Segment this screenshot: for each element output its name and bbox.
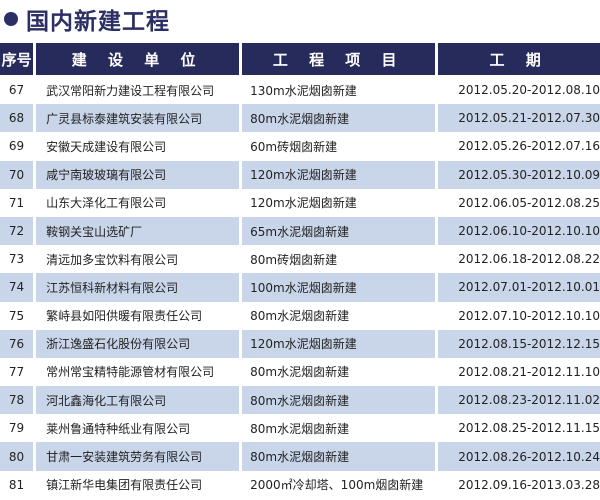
row-company: 甘肃一安装建筑劳务有限公司 xyxy=(36,442,240,471)
row-company: 清远加多宝饮料有限公司 xyxy=(46,252,179,267)
header-period: 工 期 xyxy=(438,43,600,76)
row-index: 77 xyxy=(8,364,25,379)
header-index: 序号 xyxy=(0,43,34,76)
table-row: 76 浙江逸盛石化股份有限公司 120m水泥烟囱新建 2012.08.15-2012.… xyxy=(0,329,600,358)
row-period: 2012.07.10-2012.10.10 xyxy=(458,308,600,323)
row-index: 78 xyxy=(0,386,34,415)
table-row: 70 咸宁南玻玻璃有限公司 120m水泥烟囱新建 2012.05.30-2012.10… xyxy=(0,160,600,189)
row-index: 79 xyxy=(8,421,25,436)
row-period: 2012.08.25-2012.11.15 xyxy=(458,421,600,436)
row-project: 65m水泥烟囱新建 xyxy=(242,216,436,246)
row-company: 河北鑫海化工有限公司 xyxy=(36,386,240,415)
row-index: 69 xyxy=(8,139,25,154)
row-period: 2012.05.30-2012.10.09 xyxy=(438,160,600,189)
table-row: 74 江苏恒科新材料有限公司 100m水泥烟囱新建 2012.07.01-2012.1… xyxy=(0,273,600,302)
row-company: 咸宁南玻玻璃有限公司 xyxy=(36,160,240,189)
row-project: 2000㎡冷却塔、100m烟囱新建 xyxy=(250,478,424,493)
row-project: 80m水泥烟囱新建 xyxy=(250,365,350,380)
row-period: 2012.05.21-2012.07.30 xyxy=(438,104,600,133)
table-row: 69 安徽天成建设有限公司 60m砖烟囱新建 2012.05.26-2012.07.1… xyxy=(0,132,600,160)
table-row: 80 甘肃一安装建筑劳务有限公司 80m水泥烟囱新建 2012.08.26-2012.… xyxy=(0,442,600,471)
title-text: 国内新建工程 xyxy=(26,9,170,35)
header-company: 建 设 单 位 xyxy=(36,43,240,76)
row-index: 73 xyxy=(8,252,25,267)
row-index: 67 xyxy=(8,83,25,98)
row-index: 81 xyxy=(8,477,25,492)
row-project: 130m水泥烟囱新建 xyxy=(250,83,357,98)
header-project: 工 程 项 目 xyxy=(242,43,436,76)
projects-table: 序号 建 设 单 位 工 程 项 目 工 期 67 武汉常阳新力建设工程有限公司 1… xyxy=(0,43,600,499)
row-period: 2012.06.18-2012.08.22 xyxy=(458,252,600,267)
table-row: 75 繁峙县如阳供暖有限责任公司 80m水泥烟囱新建 2012.07.10-2012.… xyxy=(0,302,600,330)
row-index: 74 xyxy=(0,273,34,302)
row-period: 2012.06.10-2012.10.10 xyxy=(438,216,600,246)
row-company: 浙江逸盛石化股份有限公司 xyxy=(36,329,240,358)
row-period: 2012.08.26-2012.10.24 xyxy=(438,442,600,471)
row-company: 江苏恒科新材料有限公司 xyxy=(36,273,240,302)
row-period: 2012.07.01-2012.10.01 xyxy=(438,273,600,302)
row-period: 2012.05.20-2012.08.10 xyxy=(458,83,600,98)
table-row: 79 莱州鲁通特种纸业有限公司 80m水泥烟囱新建 2012.08.25-2012.1… xyxy=(0,414,600,442)
row-period: 2012.08.15-2012.12.15 xyxy=(438,329,600,358)
row-index: 76 xyxy=(0,329,34,358)
row-period: 2012.08.21-2012.11.10 xyxy=(458,364,600,379)
row-company: 鞍钢关宝山选矿厂 xyxy=(36,216,240,246)
row-project: 120m水泥烟囱新建 xyxy=(242,329,436,358)
table-row: 81 镇江新华电集团有限责任公司 2000㎡冷却塔、100m烟囱新建 2012.09.… xyxy=(0,471,600,499)
table-header: 序号 建 设 单 位 工 程 项 目 工 期 xyxy=(0,43,600,76)
row-project: 80m水泥烟囱新建 xyxy=(242,442,436,471)
table-row: 72 鞍钢关宝山选矿厂 65m水泥烟囱新建 2012.06.10-2012.10.10 xyxy=(0,216,600,246)
table-row: 77 常州常宝精特能源管材有限公司 80m水泥烟囱新建 2012.08.21-2012… xyxy=(0,358,600,386)
row-index: 80 xyxy=(0,442,34,471)
row-project: 60m砖烟囱新建 xyxy=(250,139,338,154)
row-index: 70 xyxy=(0,160,34,189)
row-project: 100m水泥烟囱新建 xyxy=(242,273,436,302)
table-row: 68 广灵县标泰建筑安装有限公司 80m水泥烟囱新建 2012.05.21-2012.… xyxy=(0,104,600,133)
table-row: 71 山东大泽化工有限公司 120m水泥烟囱新建 2012.06.05-2012.08… xyxy=(0,189,600,217)
row-period: 2012.05.26-2012.07.16 xyxy=(458,139,600,154)
table-row: 67 武汉常阳新力建设工程有限公司 130m水泥烟囱新建 2012.05.20-201… xyxy=(0,76,600,104)
row-period: 2012.06.05-2012.08.25 xyxy=(458,195,600,210)
row-index: 72 xyxy=(0,216,34,246)
row-company: 莱州鲁通特种纸业有限公司 xyxy=(46,421,191,436)
page-title: 国内新建工程 xyxy=(4,2,170,36)
table-row: 78 河北鑫海化工有限公司 80m水泥烟囱新建 2012.08.23-2012.11.… xyxy=(0,386,600,415)
row-project: 80m砖烟囱新建 xyxy=(250,252,338,267)
row-company: 广灵县标泰建筑安装有限公司 xyxy=(36,104,240,133)
row-period: 2012.08.23-2012.11.02 xyxy=(438,386,600,415)
row-index: 75 xyxy=(8,308,25,323)
bullet-icon xyxy=(4,12,18,26)
row-project: 120m水泥烟囱新建 xyxy=(250,196,357,211)
row-project: 80m水泥烟囱新建 xyxy=(242,386,436,415)
row-project: 80m水泥烟囱新建 xyxy=(250,421,350,436)
table-row: 73 清远加多宝饮料有限公司 80m砖烟囱新建 2012.06.18-2012.08.… xyxy=(0,245,600,273)
row-company: 山东大泽化工有限公司 xyxy=(46,196,167,211)
row-company: 镇江新华电集团有限责任公司 xyxy=(46,478,203,493)
row-company: 常州常宝精特能源管材有限公司 xyxy=(46,365,215,380)
row-period: 2012.09.16-2013.03.28 xyxy=(458,477,600,492)
row-company: 武汉常阳新力建设工程有限公司 xyxy=(46,83,215,98)
row-index: 71 xyxy=(8,195,25,210)
row-project: 80m水泥烟囱新建 xyxy=(250,309,350,324)
row-project: 120m水泥烟囱新建 xyxy=(242,160,436,189)
row-project: 80m水泥烟囱新建 xyxy=(242,104,436,133)
row-company: 安徽天成建设有限公司 xyxy=(46,139,167,154)
row-index: 68 xyxy=(0,104,34,133)
row-company: 繁峙县如阳供暖有限责任公司 xyxy=(46,309,203,324)
